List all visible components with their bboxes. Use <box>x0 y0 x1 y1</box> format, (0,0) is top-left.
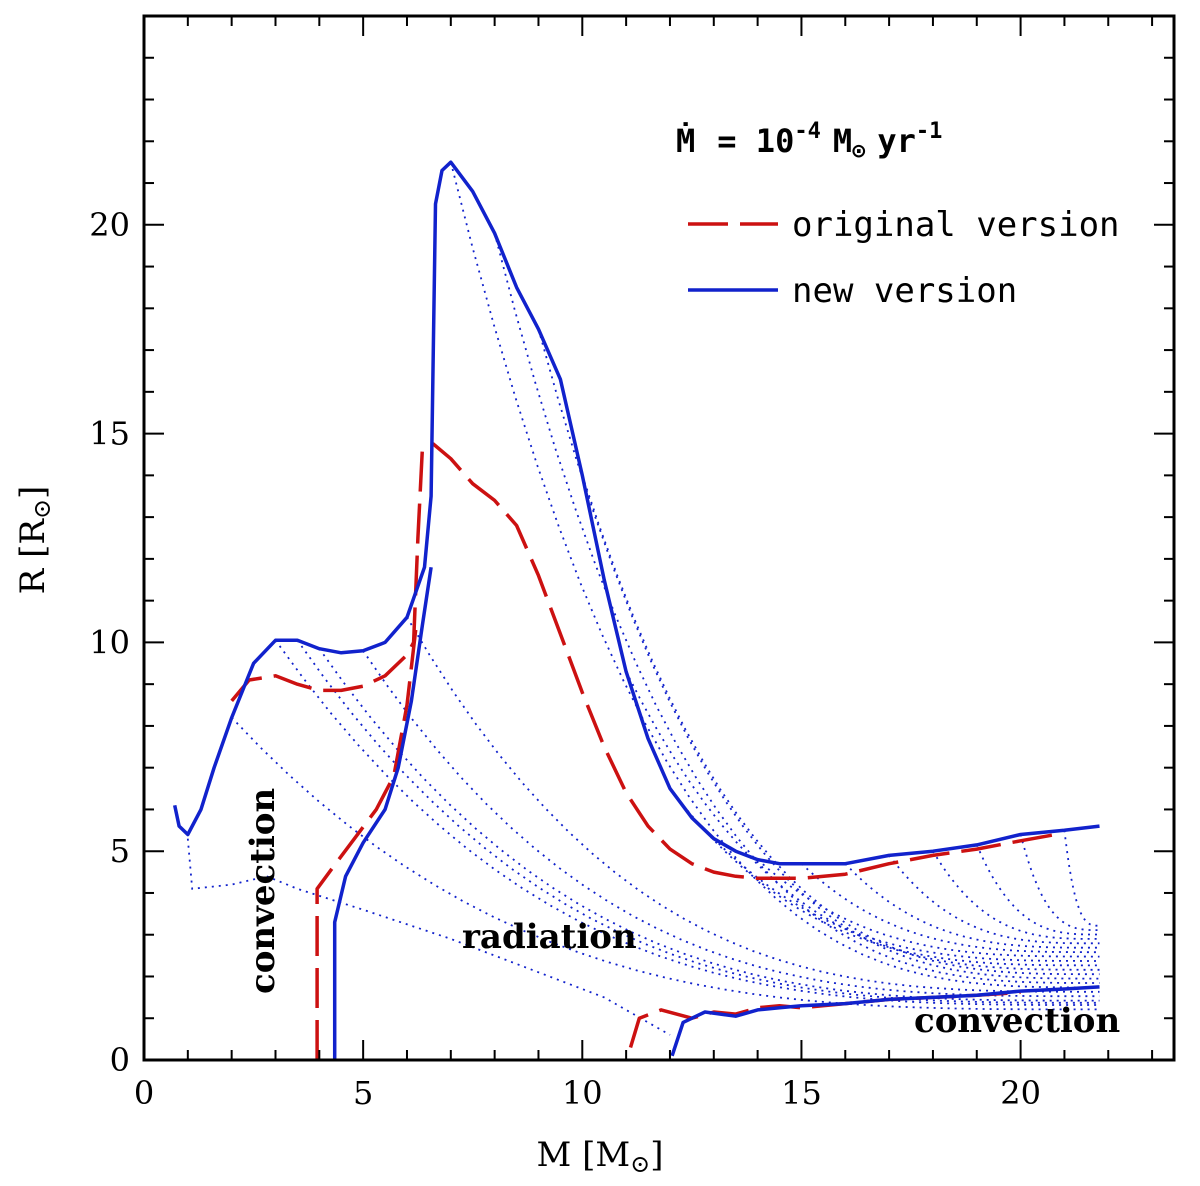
dotted-shell-line <box>362 650 1100 998</box>
dotted-shell-line <box>713 838 1100 962</box>
x-axis-label: M [M⊙] <box>536 1135 663 1178</box>
series-layer <box>172 160 1100 1060</box>
y-tick-label: 0 <box>110 1041 130 1079</box>
series-line-new-2 <box>670 985 1100 1057</box>
y-tick-label: 10 <box>89 623 130 661</box>
annotation-convection-left: convection <box>243 788 283 994</box>
series-line-new-0 <box>172 160 1100 866</box>
y-tick-label: 20 <box>89 206 130 244</box>
dotted-shell-line <box>1019 834 1100 931</box>
legend: Ṁ = 10-4 M⊙ yr-1 original version new versi… <box>676 119 1120 311</box>
x-tick-label: 10 <box>562 1074 603 1112</box>
dotted-shell-line <box>625 671 1100 971</box>
dotted-shell-line <box>975 844 1100 936</box>
y-tick-label: 5 <box>110 832 130 870</box>
dotted-shell-line <box>800 863 1100 954</box>
x-tick-label: 15 <box>781 1074 822 1112</box>
axis-tick-labels: 0 5 10 15 20 0 5 10 15 20 <box>89 206 1041 1112</box>
y-tick-label: 15 <box>89 415 130 453</box>
legend-label-new: new version <box>792 271 1017 311</box>
dotted-shell-line <box>274 639 1100 1006</box>
dotted-shell-line <box>669 788 1100 967</box>
dotted-shell-line <box>231 716 1100 1011</box>
x-tick-label: 5 <box>353 1074 373 1112</box>
axis-ticks <box>143 15 1174 1061</box>
dotted-shell-line <box>581 475 1100 976</box>
dotted-shell-line <box>296 639 1100 1004</box>
dotted-shell-line <box>1063 830 1100 927</box>
x-tick-label: 0 <box>134 1074 154 1112</box>
series-line-new-1 <box>332 566 433 1060</box>
dotted-shell-line <box>493 232 1100 984</box>
dotted-shell-line <box>406 616 1100 993</box>
dotted-shell-group <box>186 161 1100 1036</box>
dotted-shell-line <box>449 161 1100 989</box>
legend-title: Ṁ = 10-4 M⊙ yr-1 <box>676 119 942 164</box>
plot-frame <box>142 14 1176 1062</box>
legend-label-original: original version <box>792 205 1120 245</box>
y-axis-label: R [R⊙] <box>13 486 56 595</box>
dotted-shell-line <box>757 858 1100 958</box>
dotted-shell-line <box>932 850 1100 940</box>
series-line-original-0 <box>230 442 1057 881</box>
series-line-original-1 <box>315 629 418 1060</box>
annotation-convection-right: convection <box>914 1001 1120 1041</box>
dotted-shell-line <box>537 328 1100 980</box>
annotation-radiation: radiation <box>462 917 637 957</box>
x-tick-label: 20 <box>1000 1074 1041 1112</box>
dotted-shell-line <box>888 854 1100 945</box>
mass-shell-dotted-lines <box>186 161 1100 1036</box>
dotted-shell-line <box>844 863 1100 949</box>
